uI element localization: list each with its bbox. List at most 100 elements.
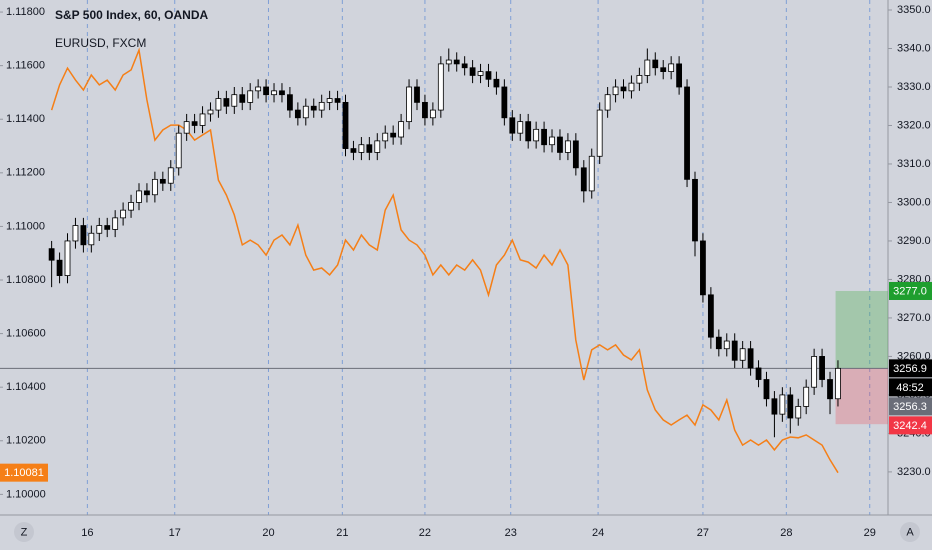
candle-body [191,121,198,126]
candle-body [128,202,134,211]
candle-body [406,86,412,123]
candle-body [723,340,730,350]
candle-body [533,128,540,142]
y2-tick-label: 1.11000 [6,220,45,232]
axis-button[interactable] [14,522,34,542]
candle-body [271,90,277,96]
candle-body [557,136,563,153]
y2-price-label: 1.10081 [4,467,44,479]
candle-body [453,59,460,65]
y2-tick-label: 1.10400 [6,381,46,393]
candle-body [461,63,468,69]
candle-body [580,167,587,192]
candle-body [390,132,397,138]
candle-body [565,140,571,153]
line-series [50,47,839,474]
candle-body [263,86,269,96]
x-tick-label: 20 [262,527,274,539]
candle-body [596,109,603,157]
candle-body [159,178,166,184]
candle-body [469,67,476,76]
candle-body [56,259,63,276]
candle-body [731,340,738,361]
candle-body [414,86,420,103]
candle-body [310,105,317,111]
candle-body [715,336,722,350]
candle-body [437,63,444,111]
candle-body [739,348,746,361]
candle-body [517,121,524,134]
candle-body [199,113,206,126]
price-label: 3256.9 [893,363,927,375]
candle-body [64,240,71,276]
x-tick-label: 16 [81,527,93,539]
axis-button[interactable] [900,522,920,542]
candle-body [771,398,778,415]
candle-body [255,86,262,92]
stop-zone [835,368,888,425]
candle-body [628,82,635,92]
y-tick-label: 3300.0 [897,196,931,208]
y2-tick-label: 1.11400 [6,113,45,125]
y-tick-label: 3340.0 [897,42,931,54]
candle-body [215,98,222,111]
candle-body [477,71,484,76]
candle-body [676,63,683,88]
candle-body [501,86,508,119]
candle-body [167,167,174,184]
candle-body [827,379,833,400]
candle-body [763,379,770,400]
countdown: 48:52 [896,382,924,394]
candle-body [318,101,325,111]
candle-body [279,90,285,96]
candle-body [795,406,802,419]
y-tick-label: 3350.0 [897,4,931,16]
countdown-box [889,378,932,397]
candle-body [803,386,810,407]
price-label-box [889,416,932,435]
y2-tick-label: 1.11800 [6,6,45,18]
y-tick-label: 3310.0 [897,158,931,170]
y2-tick-label: 1.11600 [6,60,45,72]
candle-body [207,109,214,115]
candle-body [779,394,786,415]
candle-body [104,225,111,230]
candle-body [429,109,436,119]
candle-body [835,367,841,400]
price-label-box [889,281,932,300]
chart-title: S&P 500 Index, 60, OANDA [55,8,209,22]
candle-body [342,101,349,149]
target-zone [835,290,888,369]
candle-body [326,98,333,103]
candle-body [302,105,309,119]
candle-body [398,121,405,138]
candle-body [588,155,595,192]
y-tick-label: 3230.0 [897,466,931,478]
x-tick-label: 21 [336,527,348,539]
price-label-box [889,397,932,416]
candle-body [334,98,341,103]
candle-body [183,121,190,134]
axis-button-label[interactable]: A [906,526,914,538]
candle-body [819,356,825,380]
candle-body [747,348,754,369]
candle-body [707,294,714,338]
y-tick-label: 3320.0 [897,119,931,131]
x-tick-label: 22 [419,527,431,539]
candle-body [755,367,762,380]
y2-tick-label: 1.11200 [6,167,45,179]
candle-body [660,67,667,72]
candle-body [422,101,428,119]
candle-body [787,394,794,419]
candle-body [247,90,254,103]
y2-price-label-box [0,463,48,482]
candle-body [287,94,293,111]
candle-body [692,178,698,242]
candle-body [445,59,452,65]
y-tick-label: 3260.0 [897,350,931,362]
candle-body [811,356,818,388]
y2-tick-label: 1.10800 [6,274,46,286]
axis-button-label[interactable]: Z [21,526,28,538]
